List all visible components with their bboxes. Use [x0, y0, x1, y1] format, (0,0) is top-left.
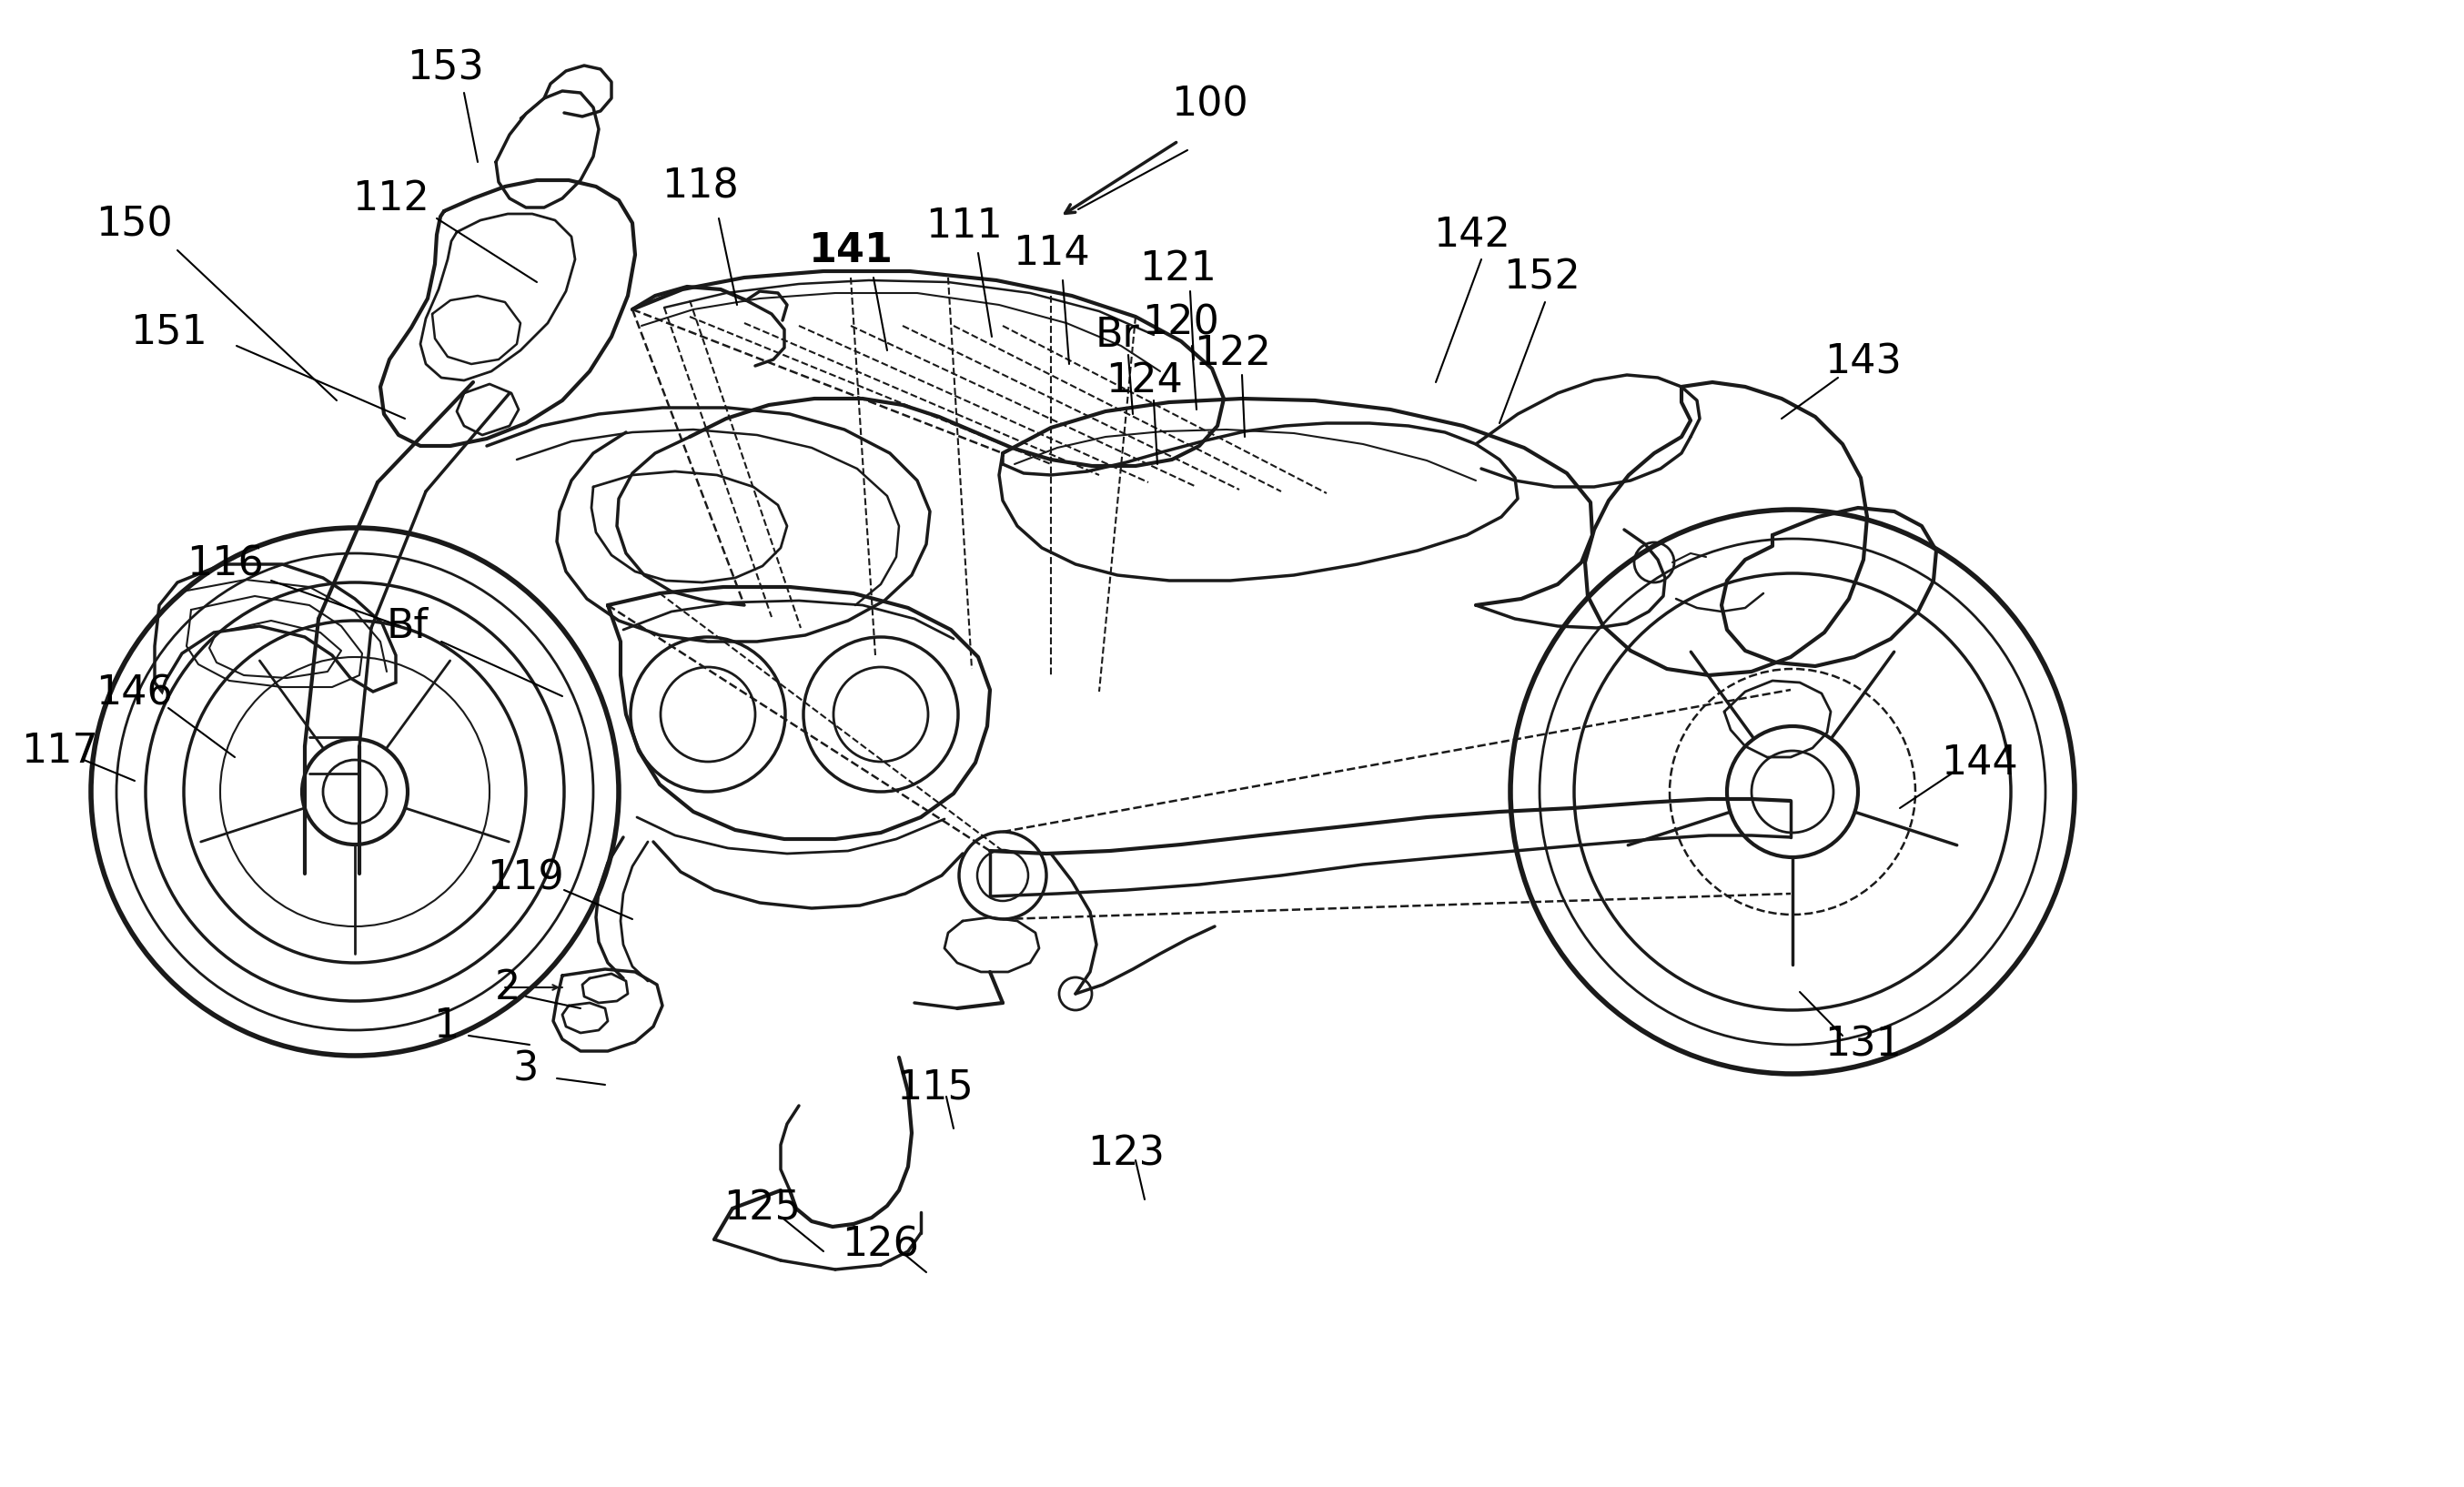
- Text: 152: 152: [1503, 259, 1582, 297]
- Text: 2: 2: [495, 968, 520, 1007]
- Text: 150: 150: [96, 205, 172, 244]
- Polygon shape: [155, 564, 397, 691]
- Text: 118: 118: [663, 167, 739, 207]
- Text: 153: 153: [407, 49, 485, 88]
- Text: 119: 119: [488, 858, 564, 898]
- Text: 146: 146: [96, 674, 172, 712]
- Text: 100: 100: [1170, 85, 1249, 125]
- Text: 151: 151: [131, 312, 207, 352]
- Text: 126: 126: [843, 1225, 919, 1264]
- Text: Br: Br: [1094, 315, 1138, 354]
- Text: 116: 116: [187, 544, 264, 584]
- Text: 117: 117: [20, 732, 99, 770]
- Text: Bf: Bf: [387, 607, 429, 645]
- Text: 131: 131: [1826, 1025, 1902, 1065]
- Text: 115: 115: [897, 1068, 973, 1106]
- Text: 114: 114: [1013, 233, 1089, 272]
- Text: 144: 144: [1942, 744, 2018, 782]
- Text: 123: 123: [1087, 1135, 1165, 1173]
- Text: 125: 125: [724, 1190, 801, 1228]
- Text: 141: 141: [808, 230, 892, 269]
- Text: 122: 122: [1195, 333, 1271, 373]
- Text: 124: 124: [1106, 361, 1183, 400]
- Text: 142: 142: [1434, 216, 1510, 254]
- Text: 111: 111: [926, 207, 1003, 245]
- Text: 112: 112: [352, 178, 429, 219]
- Text: 121: 121: [1141, 248, 1217, 288]
- Text: 120: 120: [1143, 303, 1220, 342]
- Text: 3: 3: [513, 1050, 540, 1088]
- Text: 143: 143: [1826, 342, 1902, 382]
- Text: 1: 1: [434, 1007, 458, 1045]
